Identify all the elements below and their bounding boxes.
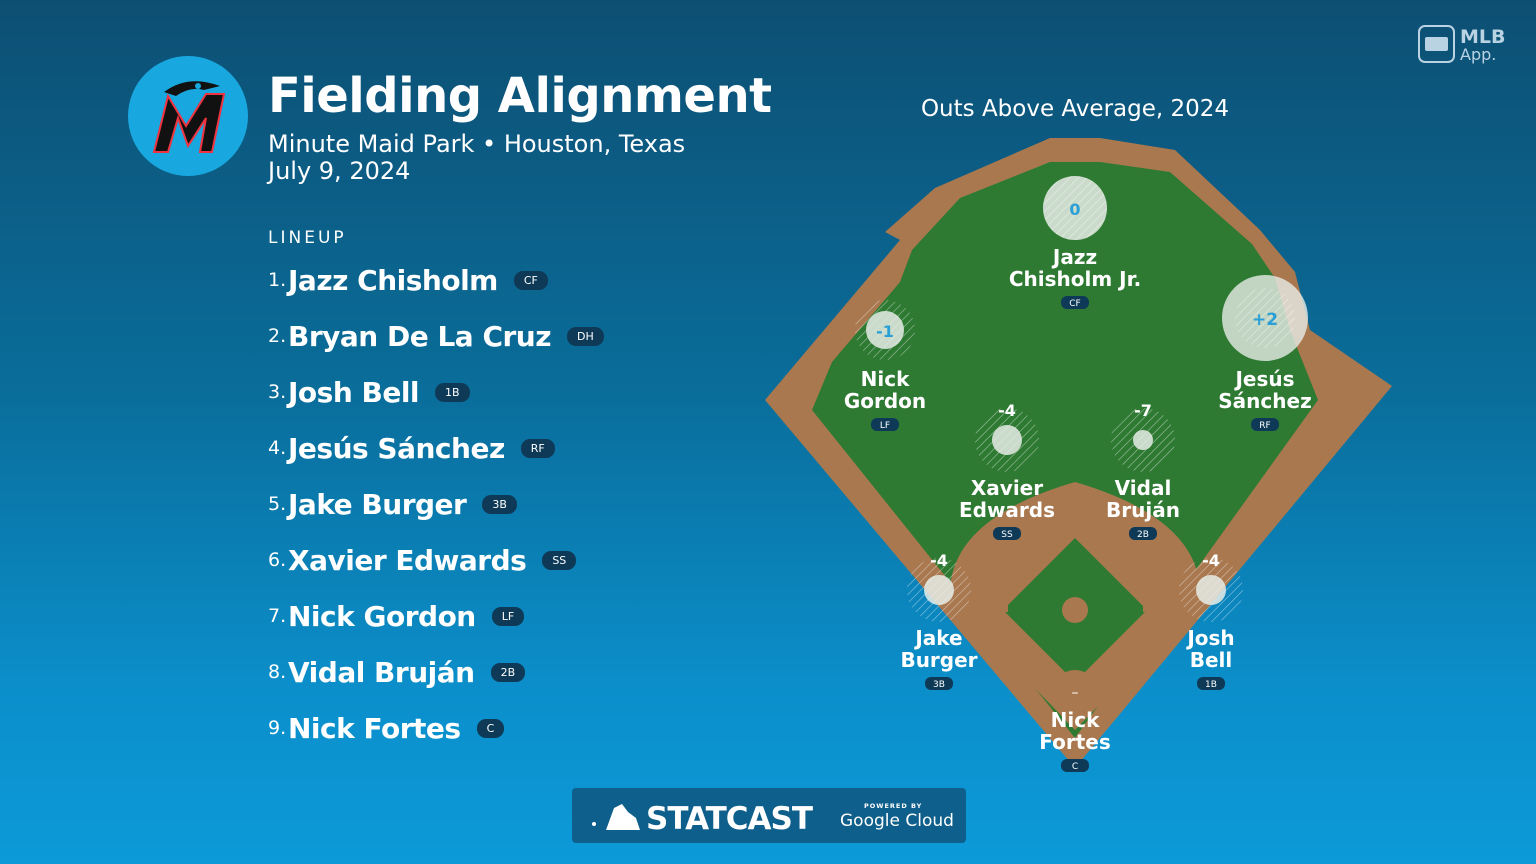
- position-badge: C: [476, 718, 505, 738]
- list-item: 4. Jesús Sánchez RF: [268, 430, 555, 466]
- list-item: 6. Xavier Edwards SS: [268, 542, 577, 578]
- game-date: July 9, 2024: [268, 157, 411, 185]
- venue: Minute Maid Park • Houston, Texas: [268, 130, 686, 158]
- position-badge: 1B: [435, 382, 470, 402]
- fielder-cf: 0 Jazz Chisholm Jr. CF: [1009, 176, 1141, 309]
- lineup-number: 6.: [268, 549, 287, 571]
- lineup-number: 8.: [268, 661, 287, 683]
- position-badge: CF: [513, 270, 548, 290]
- player-name: Jake Burger: [288, 487, 467, 521]
- google-cloud: Google Cloud: [840, 811, 954, 831]
- position-badge: SS: [1001, 530, 1013, 540]
- position-badge: LF: [491, 606, 525, 626]
- statcast-banner: STATCAST POWERED BY Google Cloud: [572, 788, 966, 843]
- oaa-value: -4: [930, 551, 948, 570]
- position-badge: CF: [1069, 299, 1080, 309]
- lineup-number: 4.: [268, 437, 287, 459]
- fielder-1b: -4 Josh Bell 1B: [1179, 551, 1243, 690]
- fielder-c: – Nick Fortes C: [1039, 685, 1111, 772]
- page-title: Fielding Alignment: [268, 68, 772, 124]
- fielder-name-last: Burger: [900, 648, 977, 672]
- fielder-2b: -7 Vidal Bruján 2B: [1106, 401, 1180, 540]
- position-badge: 2B: [490, 662, 526, 682]
- oaa-value: -7: [1134, 401, 1152, 420]
- lineup-number: 5.: [268, 493, 287, 515]
- lineup-heading: LINEUP: [268, 228, 347, 248]
- fielder-name-last: Fortes: [1039, 730, 1110, 754]
- player-name: Josh Bell: [288, 375, 420, 409]
- position-badge: RF: [1259, 421, 1270, 431]
- fielder-lf: -1 Nick Gordon LF: [844, 300, 926, 431]
- position-badge: 1B: [1205, 680, 1217, 690]
- team-logo: [128, 56, 248, 176]
- player-name: Xavier Edwards: [288, 543, 527, 577]
- fielder-name-last: Bruján: [1106, 498, 1180, 522]
- fielder-name-last: Chisholm Jr.: [1009, 267, 1141, 291]
- fielder-rf: +2 Jesús Sánchez RF: [1218, 275, 1312, 431]
- fielder-name-first: Josh: [1185, 626, 1234, 650]
- list-item: 2. Bryan De La Cruz DH: [268, 318, 604, 354]
- position-badge: 3B: [482, 494, 517, 514]
- oaa-value: +2: [1252, 310, 1278, 330]
- position-badge: LF: [880, 421, 890, 431]
- field-diagram: Outs Above Average, 2024 0 Jazz Chisholm…: [765, 96, 1392, 772]
- mlb-app-label: MLB: [1460, 26, 1506, 48]
- mlb-app-logo: MLB App.: [1418, 24, 1518, 70]
- list-item: 3. Josh Bell 1B: [268, 374, 470, 410]
- fielder-name-first: Nick: [861, 367, 910, 391]
- position-badge: DH: [567, 326, 604, 346]
- fielder-name-first: Xavier: [971, 476, 1043, 500]
- position-badge: RF: [520, 438, 555, 458]
- position-badge: C: [1072, 762, 1078, 772]
- player-name: Bryan De La Cruz: [288, 319, 552, 353]
- list-item: 1. Jazz Chisholm CF: [268, 262, 548, 298]
- oaa-value: -1: [876, 322, 894, 341]
- lineup-number: 2.: [268, 325, 287, 347]
- powered-by: POWERED BY: [864, 802, 922, 810]
- fielder-name-last: Sánchez: [1218, 389, 1311, 413]
- fielder-name-first: Jake: [913, 626, 962, 650]
- player-name: Nick Fortes: [288, 711, 461, 745]
- fielder-name-last: Gordon: [844, 389, 926, 413]
- player-name: Vidal Bruján: [288, 655, 475, 689]
- list-item: 8. Vidal Bruján 2B: [268, 654, 526, 690]
- statcast-wordmark: STATCAST: [646, 801, 813, 837]
- fielder-name-last: Bell: [1190, 648, 1233, 672]
- batter-icon: [606, 804, 640, 830]
- mlb-app-sublabel: App.: [1460, 45, 1496, 64]
- oaa-value: -4: [1202, 551, 1220, 570]
- oaa-value: -4: [998, 401, 1016, 420]
- lineup-number: 9.: [268, 717, 287, 739]
- position-badge: 2B: [1137, 530, 1149, 540]
- list-item: 5. Jake Burger 3B: [268, 486, 517, 522]
- field-title: Outs Above Average, 2024: [921, 96, 1229, 122]
- fielder-3b: -4 Jake Burger 3B: [900, 551, 978, 690]
- oaa-value: 0: [1069, 200, 1080, 219]
- oaa-value: –: [1072, 685, 1079, 701]
- player-name: Nick Gordon: [288, 599, 476, 633]
- lineup-number: 3.: [268, 381, 287, 403]
- position-badge: 3B: [933, 680, 945, 690]
- fielder-name-first: Jesús: [1233, 367, 1294, 391]
- mlb-app-icon: [1418, 25, 1455, 63]
- fielder-ss: -4 Xavier Edwards SS: [959, 401, 1055, 540]
- lineup-number: 7.: [268, 605, 287, 627]
- fielder-name-first: Vidal: [1115, 476, 1172, 500]
- player-name: Jesús Sánchez: [288, 431, 505, 465]
- fielder-name-first: Jazz: [1051, 245, 1097, 269]
- list-item: 9. Nick Fortes C: [268, 710, 505, 746]
- list-item: 7. Nick Gordon LF: [268, 598, 525, 634]
- fielder-name-first: Nick: [1051, 708, 1100, 732]
- player-name: Jazz Chisholm: [288, 263, 498, 297]
- fielder-name-last: Edwards: [959, 498, 1055, 522]
- lineup-number: 1.: [268, 269, 287, 291]
- position-badge: SS: [542, 550, 577, 570]
